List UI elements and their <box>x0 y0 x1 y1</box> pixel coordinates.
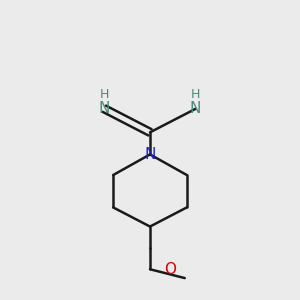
Text: N: N <box>190 101 201 116</box>
Text: N: N <box>99 101 110 116</box>
Text: H: H <box>191 88 200 100</box>
Text: H: H <box>100 88 109 100</box>
Text: N: N <box>144 147 156 162</box>
Text: O: O <box>164 262 176 277</box>
